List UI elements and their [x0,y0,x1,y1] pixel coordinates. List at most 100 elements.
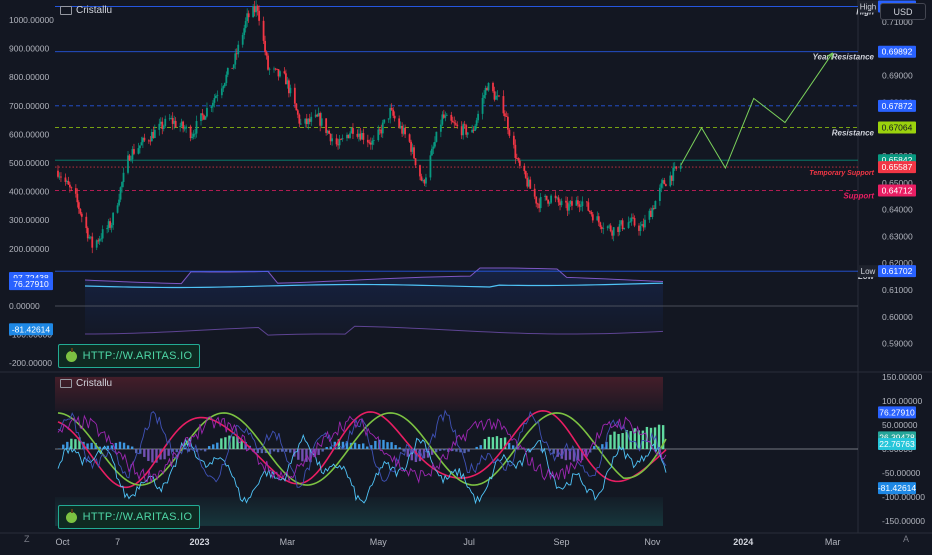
axis-label-text: Low [861,267,876,276]
candle-body [450,115,452,121]
promo-link-oscillator[interactable]: HTTP://W.ARITAS.IO [58,505,200,529]
histogram-bar [658,425,660,449]
candle-body [130,159,132,160]
histogram-bar [362,443,364,449]
candle-body [78,202,80,209]
candle-body [415,158,417,165]
histogram-bar [561,449,563,459]
left-value-badge-text: 76.27910 [13,279,49,289]
candle-body [568,204,570,211]
candle-body [680,166,682,169]
left-axis-tick-label: 400.00000 [9,187,49,197]
candle-body [474,126,476,131]
level-annotation: Support [843,192,874,201]
candle-body [628,222,630,228]
histogram-bar [496,436,498,449]
candle-body [233,65,235,69]
candle-body [507,117,509,130]
candle-body [498,96,500,97]
time-axis-tick-label: Mar [825,537,841,547]
histogram-bar [398,447,400,449]
oscillator-pane-title[interactable]: Cristallu [60,378,112,389]
candle-body [184,128,186,129]
candle-body [340,139,342,140]
candle-body [185,127,187,129]
candle-body [659,188,661,201]
candle-body [263,21,265,41]
candle-body [120,187,122,199]
time-axis-tick-label: 2023 [189,537,209,547]
candle-body [267,56,269,70]
candle-body [79,209,81,214]
candle-body [102,229,104,238]
candle-body [76,194,78,202]
candle-body [610,225,612,231]
candle-body [216,95,218,96]
histogram-bar [285,449,287,452]
candle-body [483,95,485,98]
candle-body [75,188,77,194]
candle-body [561,201,563,205]
histogram-bar [358,444,360,449]
candle-body [106,228,108,229]
candle-body [587,202,589,210]
level-annotation: Resistance [832,128,875,137]
candle-body [139,145,141,148]
candle-body [237,45,239,54]
candle-body [214,98,216,103]
candle-body [163,126,165,129]
auto-button[interactable]: A [903,534,909,544]
histogram-bar [301,449,303,461]
candle-body [476,120,478,125]
candle-body [590,212,592,214]
candle-body [227,68,229,75]
histogram-bar [480,445,482,449]
auto-scale-button[interactable]: Z [24,534,30,544]
candle-body [495,96,497,100]
histogram-bar [261,449,263,453]
candle-body [121,182,123,187]
candle-body [452,121,454,123]
currency-button[interactable]: USD [880,3,926,20]
oscillator-value-badge-text: 76.27910 [879,407,915,417]
candle-body [117,205,119,212]
candle-body [81,214,83,217]
histogram-bar [127,445,129,449]
candle-body [392,110,394,116]
histogram-bar [330,446,332,449]
candle-body [644,220,646,228]
candle-body [138,148,140,154]
histogram-bar [492,437,494,449]
candle-body [266,52,268,56]
histogram-bar [463,449,465,453]
candle-body [70,187,72,188]
main-pane-title[interactable]: Cristallu [60,5,112,16]
histogram-bar [176,449,178,452]
candle-body [383,120,385,123]
histogram-bar [257,449,259,453]
left-axis-tick-label: 300.00000 [9,215,49,225]
price-badge-value: 0.65587 [882,162,913,172]
price-axis-tick-label: 0.61000 [882,285,913,295]
candle-body [529,180,531,189]
price-badge-value: 0.69892 [882,47,913,57]
histogram-bar [386,442,388,449]
histogram-bar [163,449,165,459]
candle-body [654,201,656,209]
candle-body [467,132,469,134]
promo-link-main[interactable]: HTTP://W.ARITAS.IO [58,344,200,368]
histogram-bar [354,443,356,449]
candle-body [613,227,615,235]
candle-body [295,104,297,111]
histogram-bar [204,449,206,451]
histogram-bar [143,449,145,457]
candle-body [258,11,260,21]
candle-body [245,21,247,28]
candle-body [623,228,625,229]
candle-body [141,142,143,145]
histogram-bar [151,449,153,462]
candle-body [455,123,457,124]
histogram-bar [131,447,133,449]
histogram-bar [289,449,291,453]
